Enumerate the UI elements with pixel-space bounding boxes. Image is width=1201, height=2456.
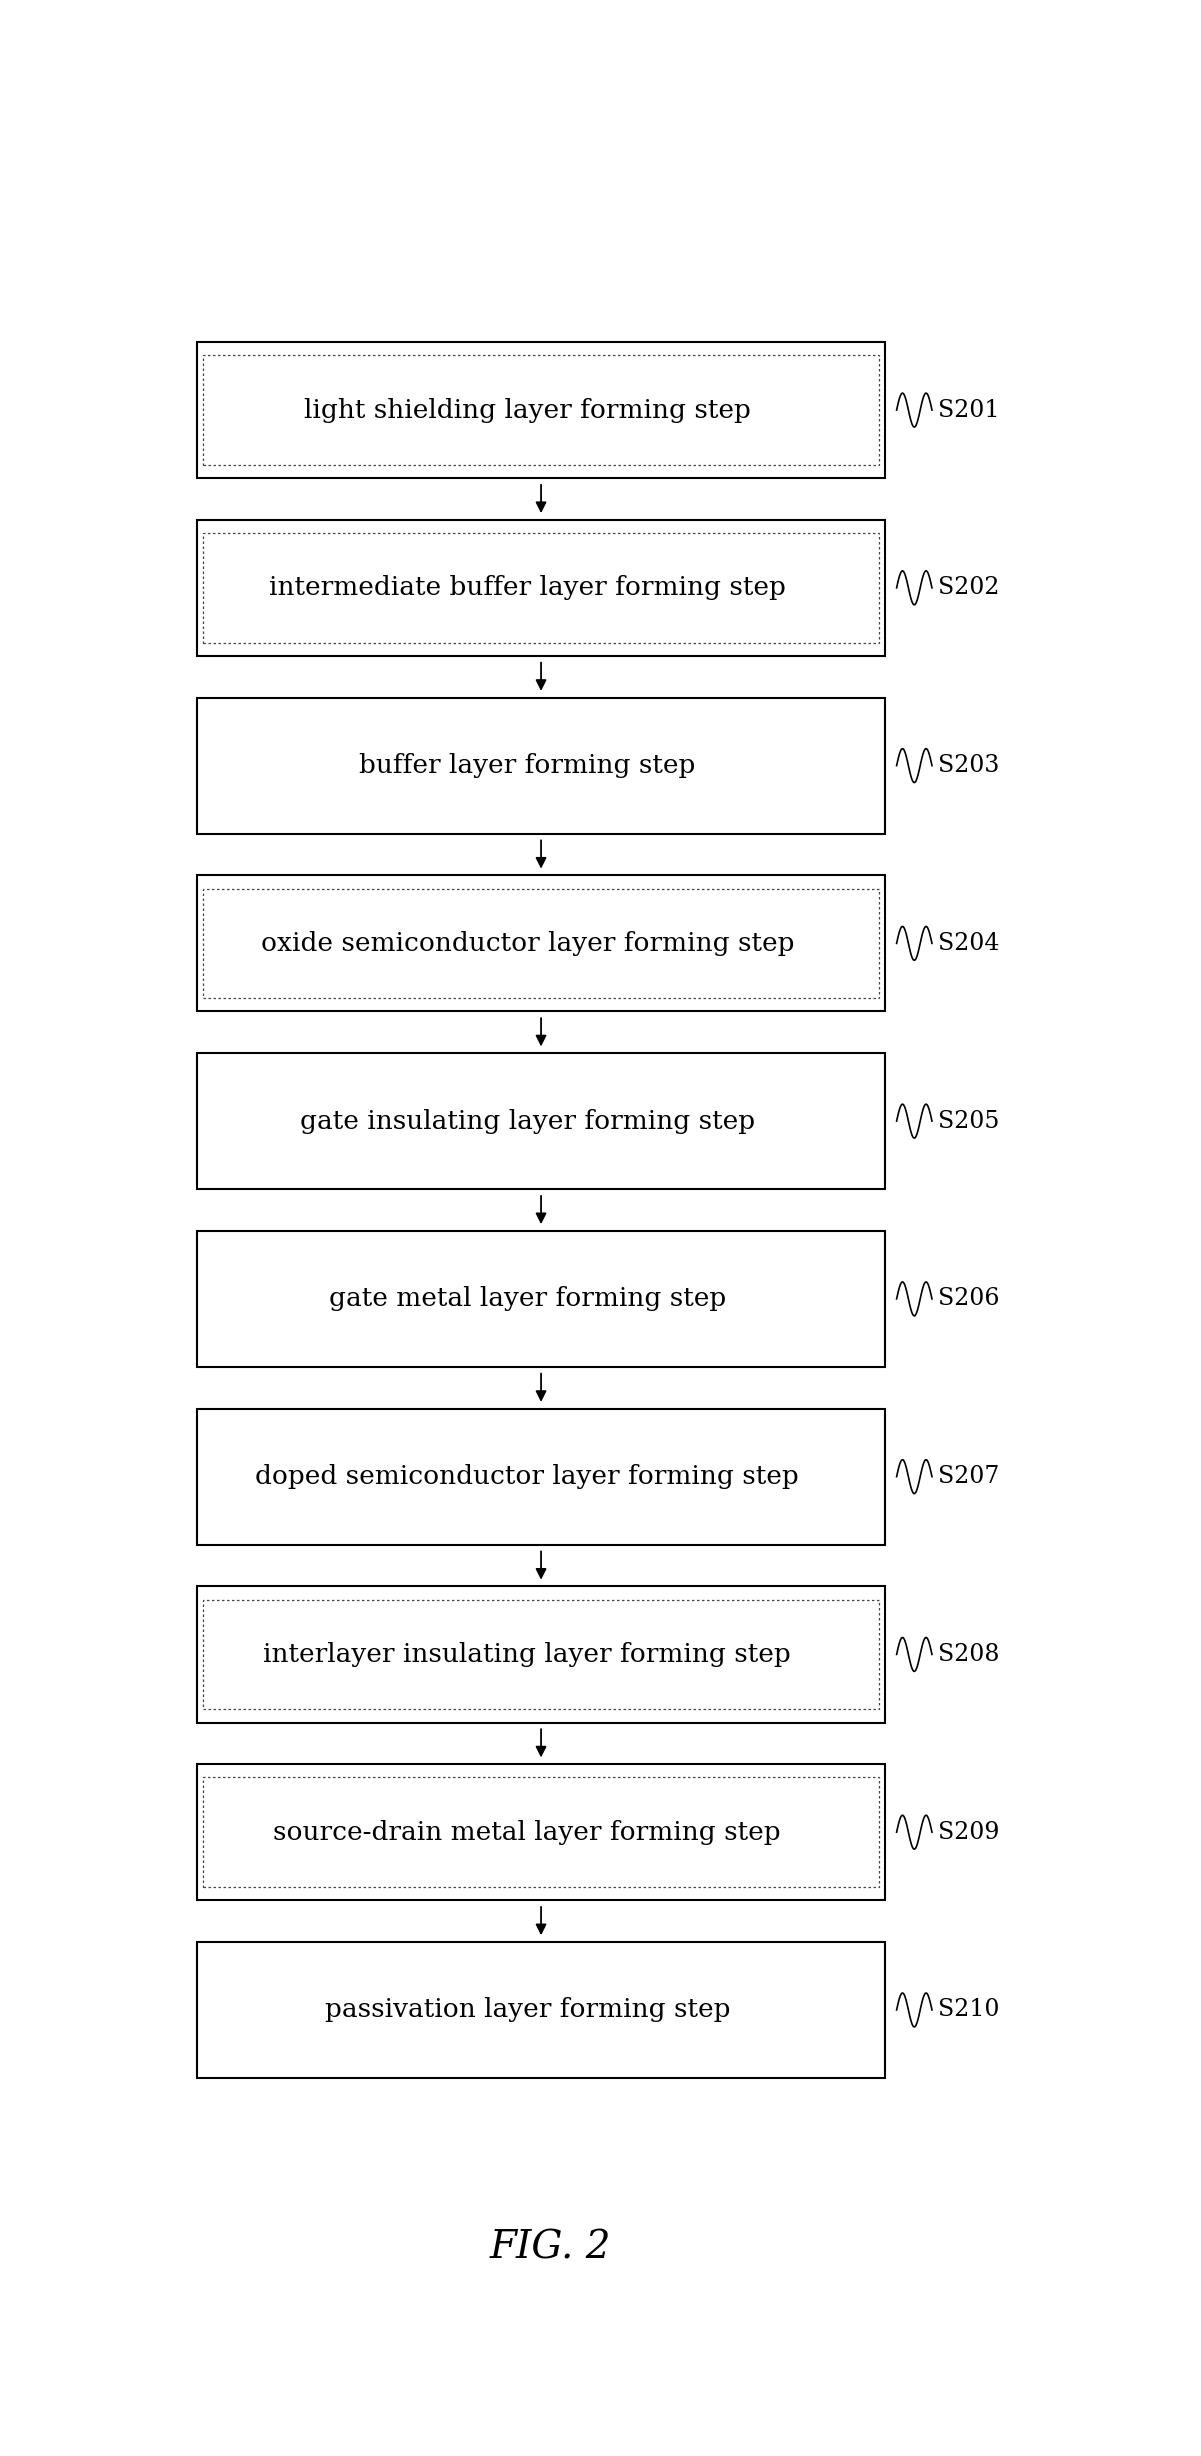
Text: S207: S207 — [938, 1466, 999, 1488]
Bar — [203, 889, 879, 997]
Text: gate metal layer forming step: gate metal layer forming step — [329, 1287, 725, 1312]
Bar — [197, 1587, 885, 1722]
Bar — [197, 1943, 885, 2078]
Bar — [203, 533, 879, 643]
Bar — [197, 1410, 885, 1545]
Bar — [197, 341, 885, 479]
Text: interlayer insulating layer forming step: interlayer insulating layer forming step — [263, 1643, 791, 1668]
Text: FIG. 2: FIG. 2 — [490, 2230, 611, 2267]
Text: S202: S202 — [938, 577, 999, 599]
Text: oxide semiconductor layer forming step: oxide semiconductor layer forming step — [261, 931, 794, 955]
Bar — [203, 1778, 879, 1886]
Text: gate insulating layer forming step: gate insulating layer forming step — [300, 1108, 755, 1135]
Text: S208: S208 — [938, 1643, 999, 1665]
Text: light shielding layer forming step: light shielding layer forming step — [304, 398, 751, 422]
Text: S210: S210 — [938, 1999, 999, 2021]
Text: S201: S201 — [938, 398, 999, 422]
Bar — [203, 356, 879, 464]
Bar — [197, 874, 885, 1012]
Bar — [203, 1599, 879, 1709]
Text: passivation layer forming step: passivation layer forming step — [324, 1997, 730, 2021]
Text: S205: S205 — [938, 1110, 999, 1132]
Bar — [197, 1230, 885, 1368]
Text: S203: S203 — [938, 754, 999, 776]
Bar — [197, 521, 885, 656]
Text: source-drain metal layer forming step: source-drain metal layer forming step — [274, 1820, 781, 1844]
Text: S206: S206 — [938, 1287, 999, 1312]
Text: S204: S204 — [938, 931, 999, 955]
Text: doped semiconductor layer forming step: doped semiconductor layer forming step — [256, 1464, 799, 1488]
Bar — [197, 698, 885, 833]
Text: intermediate buffer layer forming step: intermediate buffer layer forming step — [269, 575, 785, 599]
Bar — [197, 1763, 885, 1901]
Text: S209: S209 — [938, 1820, 999, 1844]
Bar — [197, 1054, 885, 1189]
Text: buffer layer forming step: buffer layer forming step — [359, 754, 695, 779]
